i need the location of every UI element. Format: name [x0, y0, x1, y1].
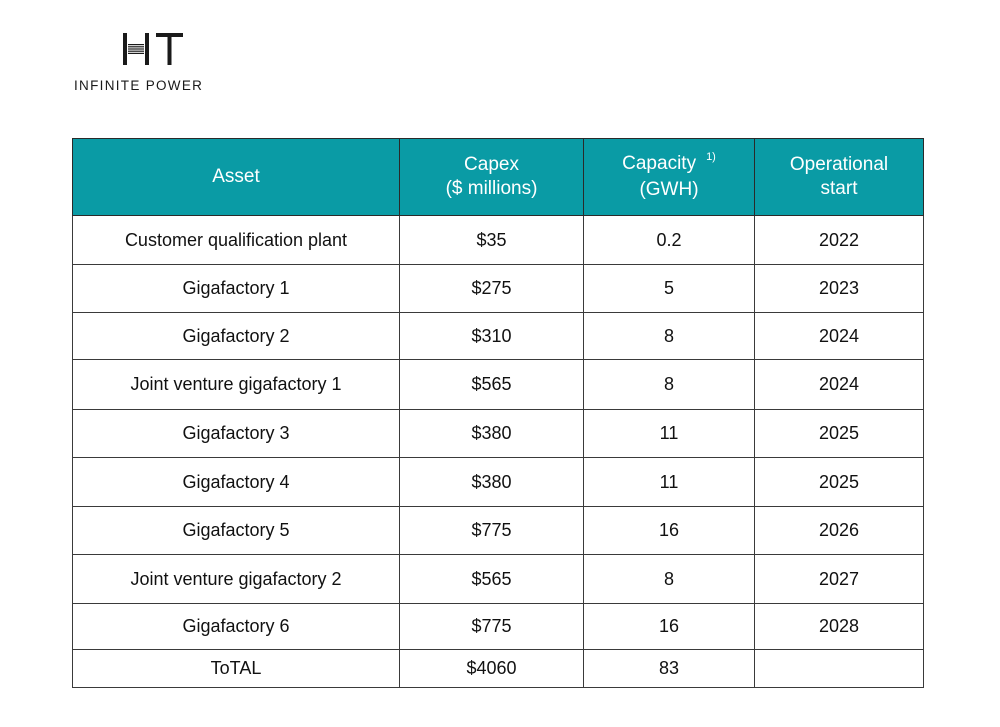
ht-logo-mark — [123, 33, 183, 65]
operational-start-cell: 2024 — [754, 312, 924, 360]
capex-cell: $4060 — [399, 649, 584, 688]
header-capacity-label: Capacity — [622, 153, 697, 174]
capacity-cell: 16 — [583, 603, 755, 650]
table-row: Gigafactory 3 $380 11 2025 — [72, 409, 924, 458]
asset-cell: Joint venture gigafactory 1 — [72, 359, 400, 410]
capacity-cell: 11 — [583, 457, 755, 507]
operational-start-cell: 2024 — [754, 359, 924, 410]
table-row: Customer qualification plant $35 0.2 2022 — [72, 215, 924, 265]
table-row: Joint venture gigafactory 2 $565 8 2027 — [72, 554, 924, 604]
header-capex-line2: ($ millions) — [445, 178, 538, 199]
operational-start-cell: 2023 — [754, 264, 924, 313]
capex-cell: $35 — [399, 215, 584, 265]
capacity-cell: 83 — [583, 649, 755, 688]
asset-cell: Gigafactory 5 — [72, 506, 400, 555]
table-row: Gigafactory 5 $775 16 2026 — [72, 506, 924, 555]
asset-cell: Gigafactory 4 — [72, 457, 400, 507]
logo-tagline: INFINITE POWER — [74, 78, 204, 93]
capacity-cell: 8 — [583, 359, 755, 410]
company-logo: INFINITE POWER — [74, 32, 244, 102]
capacity-cell: 11 — [583, 409, 755, 458]
capacity-cell: 5 — [583, 264, 755, 313]
asset-cell: Gigafactory 2 — [72, 312, 400, 360]
asset-cell: Gigafactory 1 — [72, 264, 400, 313]
operational-start-cell — [754, 649, 924, 688]
operational-start-cell: 2025 — [754, 409, 924, 458]
capex-cell: $380 — [399, 409, 584, 458]
operational-start-cell: 2028 — [754, 603, 924, 650]
header-operational-line1: Operational — [789, 154, 889, 175]
operational-start-cell: 2022 — [754, 215, 924, 265]
table-row: Gigafactory 4 $380 11 2025 — [72, 457, 924, 507]
capex-cell: $565 — [399, 554, 584, 604]
asset-cell: ToTAL — [72, 649, 400, 688]
table-row: Gigafactory 1 $275 5 2023 — [72, 264, 924, 313]
capex-cell: $775 — [399, 506, 584, 555]
header-capacity: Capacity 1) (GWH) — [583, 138, 755, 216]
capacity-cell: 0.2 — [583, 215, 755, 265]
capex-cell: $310 — [399, 312, 584, 360]
header-capex: Capex ($ millions) — [399, 138, 584, 216]
header-operational-line2: start — [820, 178, 858, 199]
asset-cell: Customer qualification plant — [72, 215, 400, 265]
asset-cell: Gigafactory 3 — [72, 409, 400, 458]
operational-start-cell: 2025 — [754, 457, 924, 507]
asset-cell: Joint venture gigafactory 2 — [72, 554, 400, 604]
table-row: Gigafactory 6 $775 16 2028 — [72, 603, 924, 650]
total-row: ToTAL $4060 83 — [72, 649, 924, 688]
capacity-cell: 16 — [583, 506, 755, 555]
capex-cell: $775 — [399, 603, 584, 650]
capacity-cell: 8 — [583, 312, 755, 360]
capex-table: Asset Capex ($ millions) Capacity 1) (GWH… — [72, 138, 924, 688]
header-asset: Asset — [72, 138, 400, 216]
header-capex-line1: Capex — [464, 154, 519, 175]
operational-start-cell: 2026 — [754, 506, 924, 555]
header-capacity-line1: Capacity 1) — [584, 151, 754, 178]
capex-cell: $565 — [399, 359, 584, 410]
header-operational-start: Operational start — [754, 138, 924, 216]
capacity-cell: 8 — [583, 554, 755, 604]
header-capacity-line2: (GWH) — [639, 179, 699, 200]
table-row: Joint venture gigafactory 1 $565 8 2024 — [72, 359, 924, 410]
capex-cell: $380 — [399, 457, 584, 507]
table-row: Gigafactory 2 $310 8 2024 — [72, 312, 924, 360]
footnote-marker: 1) — [706, 151, 716, 163]
capex-cell: $275 — [399, 264, 584, 313]
table-header-row: Asset Capex ($ millions) Capacity 1) (GWH… — [72, 138, 924, 216]
asset-cell: Gigafactory 6 — [72, 603, 400, 650]
operational-start-cell: 2027 — [754, 554, 924, 604]
